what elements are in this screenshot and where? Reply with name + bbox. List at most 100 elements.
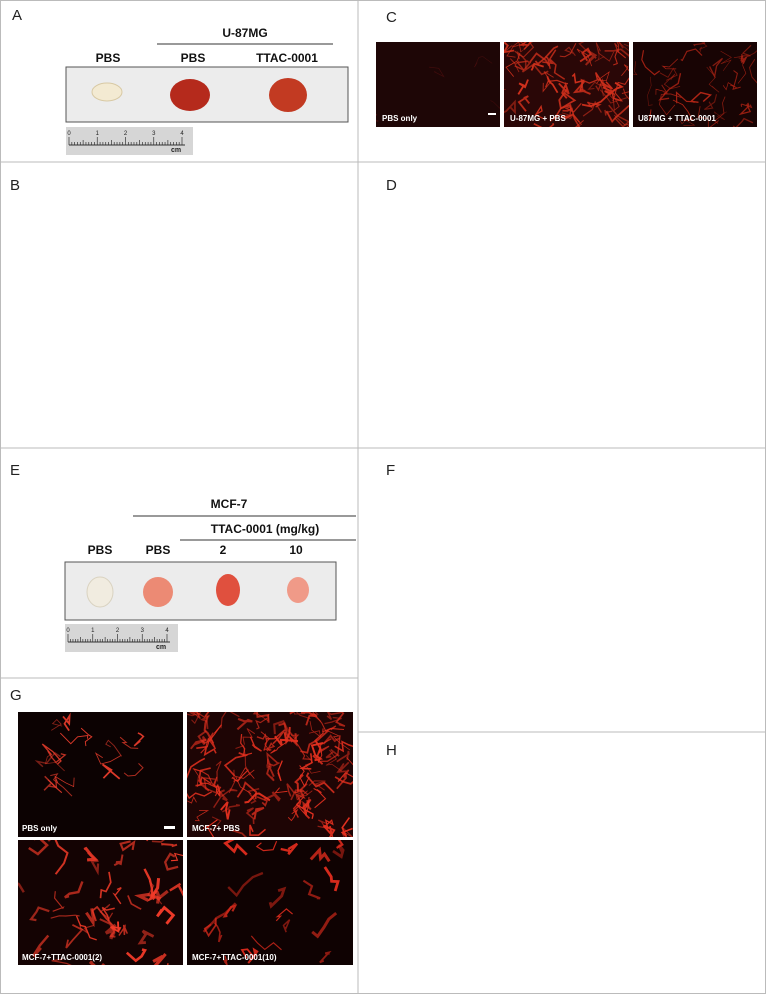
panel-label: C [386,9,397,26]
vessel [429,66,445,78]
vessel [85,908,95,928]
vessel [633,61,638,76]
vessel [112,887,122,905]
vessel [553,92,577,120]
vessel [249,824,267,836]
vessel [342,826,353,837]
vessel [80,727,93,747]
texture [187,712,353,837]
vessel [474,56,493,68]
vessel [713,111,727,121]
panel-label: H [386,742,397,759]
vessel [263,742,276,752]
ruler-label: 1 [96,131,100,137]
vessel [579,47,592,63]
vessel [302,879,321,900]
vessel [119,736,139,749]
vessel [533,122,555,127]
vessel [275,908,293,922]
vessel [51,958,72,965]
vessel [99,871,112,899]
vessel [614,77,629,102]
vessel [266,758,272,769]
vessel [240,734,253,757]
vessel [558,88,573,112]
vessel [242,728,256,745]
vessel [47,778,63,794]
vessel [323,866,340,892]
vessel [599,89,628,104]
vessel [337,771,353,782]
panel-label: B [10,177,20,194]
vessel [549,112,574,122]
vessel [605,104,629,124]
caption: U-87MG + PBS [510,114,566,123]
vessel [252,712,257,715]
texture [633,42,757,127]
vessel [105,739,122,757]
vessel [268,886,287,909]
vessel [740,103,753,109]
vessel [314,732,325,763]
vessel [123,763,144,777]
vessel [193,768,203,788]
vessel [659,93,676,116]
vessel [65,924,84,949]
vessel [534,45,559,65]
vessel [732,70,741,90]
vessel [119,840,136,852]
vessel [88,960,106,965]
ruler-label: 3 [152,131,156,137]
vessel [62,712,71,732]
vessel [255,840,278,852]
vessel [215,784,221,797]
caption: MCF-7+TTAC-0001(10) [192,953,277,962]
vessel [604,90,620,112]
vessel [293,712,311,720]
vessel [277,760,283,782]
vessel [137,929,155,945]
vessel [64,881,84,899]
vessel [54,840,69,875]
vessel [187,791,213,800]
subgroup-label: TTAC-0001 (mg/kg) [211,522,319,536]
vessel [534,104,545,120]
vessel [732,117,754,127]
vessel [661,58,679,70]
vessel [733,56,747,84]
vessel [332,843,345,859]
vessel [44,754,65,772]
vessel [213,922,223,943]
vessel [613,49,627,66]
vessel [548,49,566,80]
vessel [604,90,622,102]
vessel [289,736,312,760]
vessel [614,42,620,53]
vessel [604,109,613,116]
vessel [300,729,329,754]
vessel [247,787,260,805]
vessel [28,840,49,856]
vessel [133,732,145,747]
vessel [190,738,207,750]
vessel [575,120,584,127]
vessel [156,905,176,925]
vessel [50,914,80,919]
micrograph [18,840,183,965]
vessel [236,717,253,731]
vessel [346,757,353,766]
vessel [530,62,544,71]
texture [34,712,145,797]
micrograph [18,712,183,837]
vessel [376,114,379,122]
vessel [658,73,682,101]
vessel [581,86,614,108]
vessel [514,42,535,58]
vessel [689,91,713,104]
vessel [340,817,353,837]
vessel [659,67,678,81]
texture [18,840,183,965]
vessel [517,79,529,95]
panel-label: G [10,687,22,704]
